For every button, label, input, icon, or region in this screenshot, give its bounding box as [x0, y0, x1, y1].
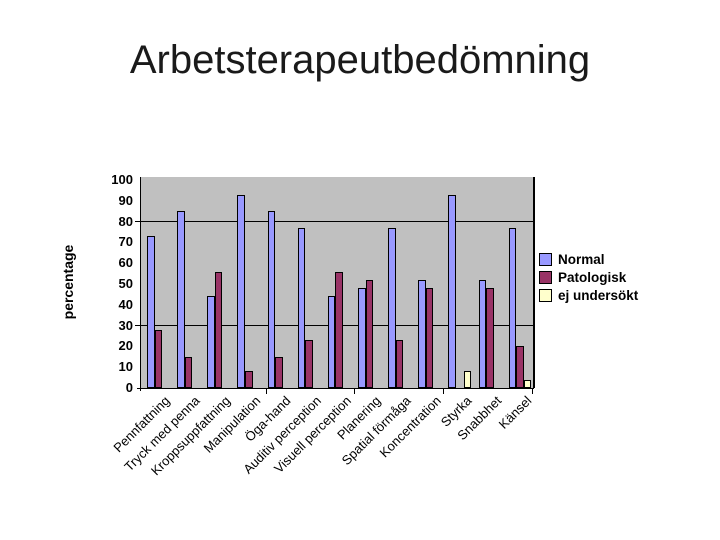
bar-group: [412, 177, 442, 388]
y-axis-tick-label: 30: [118, 317, 133, 333]
y-axis-title: percentage: [60, 244, 76, 320]
legend-label: ej undersökt: [558, 288, 639, 303]
bar-normal: [478, 279, 487, 388]
x-axis-tick-mark: [531, 389, 534, 394]
bar-group: [231, 177, 261, 388]
bar-groups: [141, 177, 533, 388]
bar-group: [292, 177, 322, 388]
legend-label: Patologisk: [558, 270, 627, 285]
bar-normal: [177, 211, 185, 388]
y-axis-tick-label: 80: [118, 213, 133, 229]
bar-normal: [448, 194, 456, 388]
bar-group: [262, 177, 292, 388]
bar-patologisk: [516, 346, 524, 388]
bar-patologisk: [275, 356, 283, 388]
legend-swatch-ej-unders-kt: [539, 289, 552, 302]
y-axis-tick-label: 10: [118, 359, 133, 375]
x-axis-line: [137, 387, 534, 390]
bar-patologisk: [365, 279, 374, 388]
bar-group: [141, 177, 171, 388]
bar-patologisk: [486, 288, 494, 388]
bar-patologisk: [154, 329, 163, 388]
bar-group: [382, 177, 412, 388]
x-axis-tick-mark: [266, 389, 268, 394]
bar-group: [201, 177, 231, 388]
bar-group: [442, 177, 472, 388]
x-axis-tick-mark: [442, 389, 445, 394]
y-axis-tick-label: 20: [118, 338, 133, 354]
y-axis-tick-label: 90: [118, 192, 133, 208]
bar-normal: [508, 227, 517, 388]
gridline: [141, 220, 533, 222]
x-axis-tick-mark: [353, 389, 356, 394]
bar-normal: [418, 279, 426, 388]
category-label: Känsel: [495, 393, 535, 432]
bar-patologisk: [214, 271, 223, 388]
legend-swatch-normal: [539, 253, 552, 266]
legend-item: Patologisk: [539, 270, 638, 285]
y-axis-tick-label: 40: [118, 296, 133, 312]
legend-item: ej undersökt: [539, 288, 638, 303]
bar-patologisk: [335, 271, 344, 388]
plot-area: [141, 177, 535, 388]
bar-patologisk: [245, 371, 253, 388]
bar-ej-unders-kt: [523, 379, 532, 388]
bar-normal: [327, 296, 336, 388]
bar-normal: [237, 194, 246, 388]
legend: Normal Patologisk ej undersökt: [539, 252, 638, 306]
y-axis-tick-label: 100: [111, 172, 133, 187]
bar-group: [473, 177, 503, 388]
bar-normal: [388, 227, 396, 388]
y-axis-tick-mark: [135, 220, 141, 222]
legend-label: Normal: [558, 252, 605, 267]
bar-patologisk: [184, 356, 193, 388]
bar-normal: [147, 236, 155, 388]
chart-title: Arbetsterapeutbedömning: [129, 38, 591, 82]
bar-normal: [267, 211, 276, 388]
y-axis-tick-label: 70: [118, 234, 133, 250]
bar-group: [503, 177, 533, 388]
bar-ej-unders-kt: [463, 371, 472, 388]
bar-patologisk: [425, 288, 434, 388]
bar-group: [352, 177, 382, 388]
bar-patologisk: [305, 340, 313, 388]
bar-normal: [207, 296, 215, 388]
bar-patologisk: [395, 340, 404, 388]
y-axis-tick-label: 50: [118, 276, 133, 291]
y-axis-tick-mark: [135, 324, 141, 326]
bar-normal: [357, 288, 366, 388]
legend-item: Normal: [539, 252, 638, 267]
bar-group: [171, 177, 201, 388]
y-axis-tick-label: 0: [125, 380, 133, 395]
bar-group: [322, 177, 352, 388]
bar-normal: [297, 227, 306, 388]
legend-swatch-patologisk: [539, 271, 552, 284]
y-axis-tick-label: 60: [118, 255, 133, 271]
y-axis-line: [140, 177, 142, 391]
